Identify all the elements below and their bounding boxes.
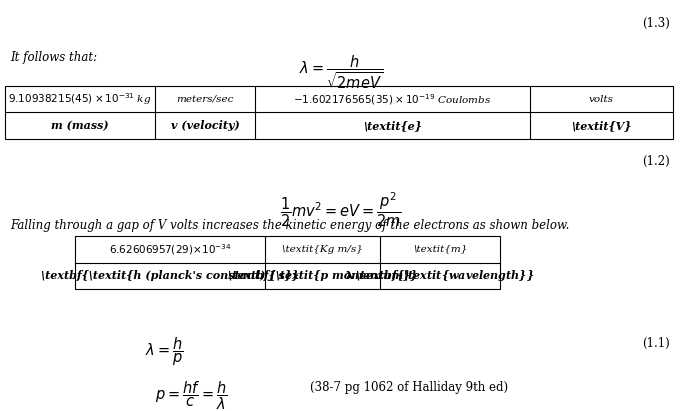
Text: $p = \dfrac{hf}{c} = \dfrac{h}{\lambda}$: $p = \dfrac{hf}{c} = \dfrac{h}{\lambda}$ — [155, 379, 227, 411]
Text: Falling through a gap of V volts increases the kinetic energy of the electrons a: Falling through a gap of V volts increas… — [10, 219, 570, 232]
Text: meters/sec: meters/sec — [176, 95, 234, 104]
Text: \textit{V}: \textit{V} — [571, 120, 632, 131]
Text: It follows that:: It follows that: — [10, 51, 97, 64]
Text: $\boldsymbol{\lambda}$ \textbf{\textit{wavelength}}: $\boldsymbol{\lambda}$ \textbf{\textit{w… — [346, 268, 535, 283]
Text: \textbf{\textit{h (planck's constant) J s}}: \textbf{\textit{h (planck's constant) J … — [41, 270, 299, 281]
Bar — [5, 86, 673, 139]
Text: $\lambda = \dfrac{h}{\sqrt{2meV}}$: $\lambda = \dfrac{h}{\sqrt{2meV}}$ — [299, 53, 383, 90]
Text: (1.3): (1.3) — [642, 16, 670, 30]
Text: (1.2): (1.2) — [642, 155, 670, 168]
Text: volts: volts — [589, 95, 614, 104]
Text: \textit{e}: \textit{e} — [363, 120, 422, 131]
Text: \textit{Kg m/s}: \textit{Kg m/s} — [282, 245, 363, 254]
Text: $\dfrac{1}{2}mv^2 = eV = \dfrac{p^2}{2m}$: $\dfrac{1}{2}mv^2 = eV = \dfrac{p^2}{2m}… — [280, 191, 402, 229]
Text: (38-7 pg 1062 of Halliday 9th ed): (38-7 pg 1062 of Halliday 9th ed) — [310, 381, 508, 394]
Text: $\lambda = \dfrac{h}{p}$: $\lambda = \dfrac{h}{p}$ — [145, 335, 184, 367]
Text: v (velocity): v (velocity) — [171, 120, 239, 131]
Text: $6.62606957(29)\!\times\!10^{-34}$: $6.62606957(29)\!\times\!10^{-34}$ — [109, 242, 232, 256]
Text: $9.10938215(45)\times10^{-31}$ kg: $9.10938215(45)\times10^{-31}$ kg — [8, 91, 152, 107]
Text: \textbf{\textit{p momentum}}: \textbf{\textit{p momentum}} — [228, 270, 417, 281]
Text: m (mass): m (mass) — [51, 120, 109, 131]
Text: \textit{m}: \textit{m} — [413, 245, 467, 254]
Text: $-1.602176565(35)\times10^{-19}$ Coulombs: $-1.602176565(35)\times10^{-19}$ Coulomb… — [294, 92, 492, 106]
Text: (1.1): (1.1) — [642, 337, 670, 349]
Bar — [75, 236, 500, 289]
